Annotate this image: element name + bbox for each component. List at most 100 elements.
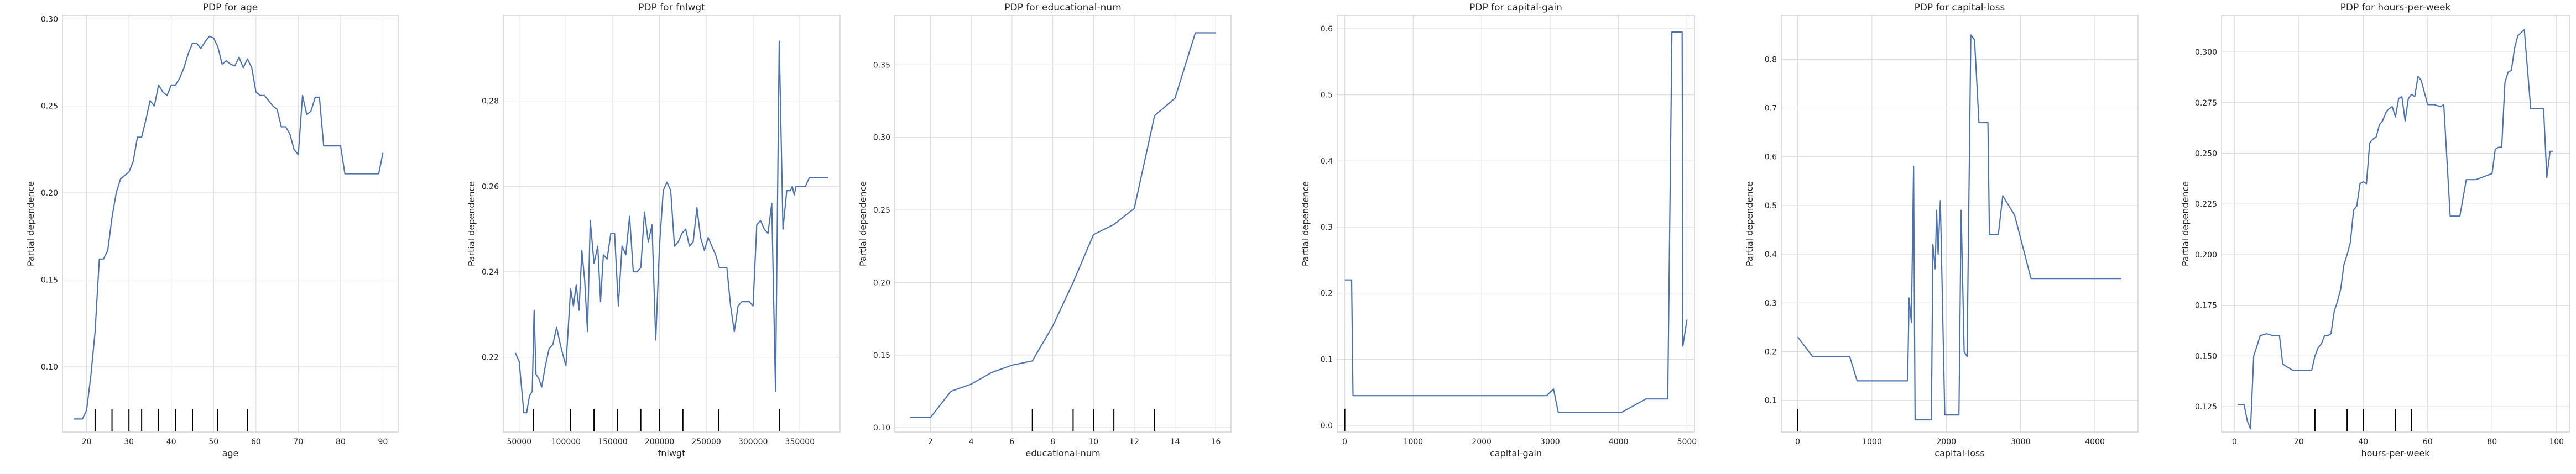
y-tick-label: 0.8 <box>1765 55 1777 64</box>
x-axis-label: age <box>222 448 239 459</box>
chart-title: PDP for hours-per-week <box>2340 2 2451 13</box>
y-tick-label: 0.3 <box>1765 299 1777 308</box>
y-tick-label: 0.250 <box>2195 149 2217 158</box>
x-tick-label: 3000 <box>1540 438 1560 446</box>
x-tick-label: 50000 <box>507 438 531 446</box>
x-tick-label: 8 <box>1050 438 1055 446</box>
x-axis-label: capital-gain <box>1490 448 1542 459</box>
x-axis-label: educational-num <box>1025 448 1100 459</box>
y-tick-label: 0.150 <box>2195 352 2217 361</box>
y-tick-label: 0.15 <box>873 351 890 360</box>
y-axis-label: Partial dependence <box>1300 181 1311 266</box>
y-tick-label: 0.15 <box>41 276 58 285</box>
x-tick-label: 300000 <box>738 438 768 446</box>
y-tick-label: 0.300 <box>2195 48 2217 57</box>
y-tick-label: 0.30 <box>41 15 58 24</box>
y-tick-label: 0.2 <box>1765 347 1777 356</box>
y-tick-label: 0.2 <box>1321 289 1333 298</box>
plot-frame <box>894 15 1232 433</box>
plot-frame <box>503 15 841 433</box>
x-axis-label: hours-per-week <box>2361 448 2430 459</box>
y-tick-label: 0.275 <box>2195 99 2217 108</box>
x-tick-label: 20 <box>2294 438 2304 446</box>
y-tick-label: 0.225 <box>2195 200 2217 209</box>
x-tick-label: 3000 <box>2011 438 2031 446</box>
chart-panel-4: 0 1000 2000 3000 4000 5000 0.0 0.1 0.2 0.3 0.4 0.5 0… <box>1300 2 1697 459</box>
chart-panel-1: 20 30 40 50 60 70 80 90 0.10 0.15 0.20 0.25 0.30 PDP … <box>25 2 399 459</box>
y-tick-label: 0.6 <box>1321 25 1333 34</box>
chart-panel-3: 2 4 6 8 10 12 14 16 0.10 0.15 0.20 0.25 0.30 0.35 PDP … <box>858 2 1232 459</box>
x-tick-label: 200000 <box>645 438 674 446</box>
x-axis-label: capital-loss <box>1934 448 1984 459</box>
x-tick-label: 60 <box>2423 438 2433 446</box>
y-tick-label: 0.25 <box>873 206 890 215</box>
x-tick-label: 1000 <box>1404 438 1423 446</box>
y-tick-label: 0.20 <box>873 278 890 287</box>
y-tick-label: 0.24 <box>482 268 499 277</box>
x-tick-label: 0 <box>2232 438 2237 446</box>
x-tick-label: 1000 <box>1862 438 1882 446</box>
x-tick-label: 2000 <box>1936 438 1956 446</box>
y-tick-label: 0.4 <box>1321 157 1333 166</box>
chart-title: PDP for capital-gain <box>1469 2 1562 13</box>
y-tick-label: 0.175 <box>2195 302 2217 310</box>
y-tick-label: 0.4 <box>1765 250 1777 259</box>
x-tick-label: 5000 <box>1677 438 1697 446</box>
y-tick-label: 0.35 <box>873 61 890 70</box>
x-tick-label: 150000 <box>598 438 627 446</box>
chart-title: PDP for age <box>203 2 258 13</box>
y-tick-label: 0.6 <box>1765 153 1777 162</box>
chart-panel-2: 50000 100000 150000 200000 250000 300000 35000… <box>466 2 841 459</box>
x-tick-label: 60 <box>251 438 261 446</box>
y-tick-label: 0.10 <box>41 363 58 372</box>
y-axis-label: Partial dependence <box>858 181 868 266</box>
x-tick-label: 0 <box>1795 438 1800 446</box>
y-tick-label: 0.1 <box>1765 397 1777 405</box>
pdp-line <box>514 40 828 414</box>
x-tick-label: 100 <box>2549 438 2564 446</box>
x-tick-label: 4 <box>969 438 974 446</box>
pdp-line <box>910 32 1216 418</box>
pdp-line <box>1344 31 1688 413</box>
pdp-line <box>1797 34 2121 421</box>
chart-title: PDP for educational-num <box>1004 2 1122 13</box>
x-tick-label: 6 <box>1009 438 1014 446</box>
y-tick-label: 0.200 <box>2195 251 2217 260</box>
x-tick-label: 16 <box>1211 438 1221 446</box>
y-axis-label: Partial dependence <box>466 181 477 266</box>
x-tick-label: 12 <box>1129 438 1139 446</box>
x-axis-label: fnlwgt <box>658 448 686 459</box>
y-tick-label: 0.25 <box>41 102 58 111</box>
chart-title: PDP for fnlwgt <box>638 2 705 13</box>
x-tick-label: 80 <box>2487 438 2497 446</box>
y-tick-label: 0.22 <box>482 354 499 362</box>
x-tick-label: 250000 <box>691 438 721 446</box>
y-tick-label: 0.125 <box>2195 403 2217 412</box>
x-tick-label: 0 <box>1342 438 1347 446</box>
y-tick-label: 0.1 <box>1321 355 1333 364</box>
y-tick-label: 0.0 <box>1321 422 1333 430</box>
y-axis-label: Partial dependence <box>25 181 36 266</box>
y-tick-label: 0.26 <box>482 182 499 191</box>
x-tick-label: 2000 <box>1472 438 1492 446</box>
plot-frame <box>1337 15 1695 433</box>
x-tick-label: 40 <box>2358 438 2368 446</box>
x-tick-label: 14 <box>1170 438 1180 446</box>
plot-frame <box>2221 15 2570 433</box>
x-tick-label: 4000 <box>1609 438 1629 446</box>
y-tick-label: 0.7 <box>1765 104 1777 113</box>
x-tick-label: 70 <box>293 438 303 446</box>
plot-frame <box>1781 15 2139 433</box>
chart-panel-6: 0 20 40 60 80 100 0.125 0.150 0.175 0.200 0.225 0.2… <box>2180 2 2570 459</box>
y-axis-label: Partial dependence <box>2180 181 2191 266</box>
plot-frame <box>62 15 399 433</box>
x-tick-label: 30 <box>124 438 134 446</box>
x-tick-label: 50 <box>208 438 218 446</box>
x-tick-label: 2 <box>928 438 933 446</box>
y-tick-label: 0.30 <box>873 134 890 143</box>
y-tick-label: 0.5 <box>1321 91 1333 100</box>
pdp-line <box>2238 29 2553 430</box>
y-tick-label: 0.3 <box>1321 223 1333 232</box>
chart-panel-5: 0 1000 2000 3000 4000 0.1 0.2 0.3 0.4 0.5 0.6 0.7 0.… <box>1744 2 2139 459</box>
